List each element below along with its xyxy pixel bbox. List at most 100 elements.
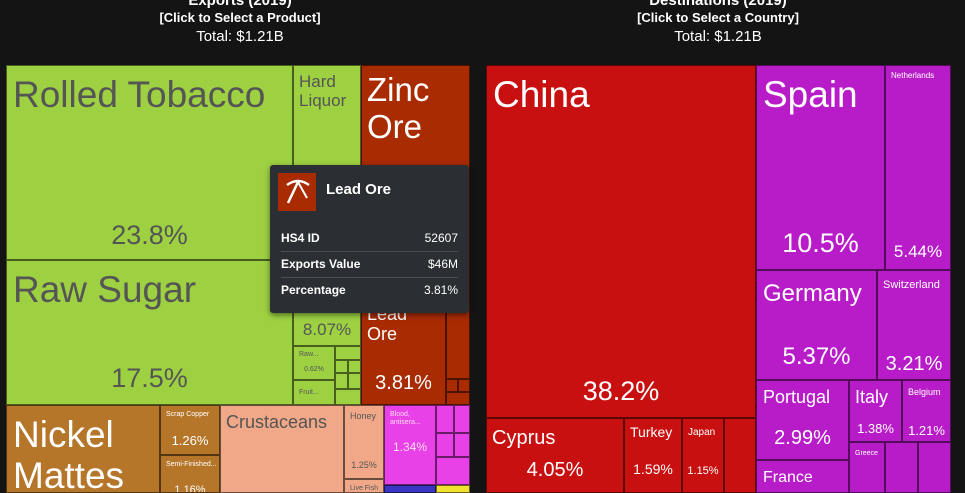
cell-label: Switzerland [883, 279, 940, 291]
cell-pct: 2.99% [774, 427, 831, 449]
cell-europe-small[interactable] [885, 442, 918, 493]
cell-label: Cyprus [492, 427, 556, 449]
cell-semi-finished[interactable]: Semi-Finished... 1.16% [160, 455, 220, 493]
cell-label: Fruit... [299, 389, 319, 396]
cell-pct: 23.8% [111, 220, 188, 250]
exports-total: Total: $1.21B [196, 28, 284, 45]
tooltip: Lead Ore HS4 ID 52607 Exports Value $46M… [270, 165, 469, 313]
cell-pct: 17.5% [111, 363, 188, 393]
cell-asia-small[interactable] [724, 418, 756, 493]
cell-label: Rolled Tobacco [13, 74, 266, 115]
cell-europe-small[interactable] [918, 442, 951, 493]
cell-pct: 5.44% [893, 242, 943, 261]
cell-pct: 3.21% [885, 353, 943, 375]
cell-green-tiny[interactable] [348, 373, 361, 389]
cell-label: Portugal [763, 387, 831, 407]
cell-scrap-copper[interactable]: Scrap Copper 1.26% [160, 405, 220, 455]
cell-label: Nickel Mattes [13, 414, 125, 493]
cell-italy[interactable]: Italy 1.38% [849, 380, 902, 442]
cell-pct: 1.38% [857, 421, 894, 436]
cell-pct: 1.25% [351, 460, 377, 470]
destinations-treemap: China 38.2% Cyprus 4.05% Turkey 1.59% Ja… [486, 65, 951, 493]
cell-france[interactable]: France [756, 460, 849, 493]
cell-chem-small[interactable] [454, 405, 470, 433]
cell-label: Honey [350, 411, 377, 421]
cell-raw-sugar[interactable]: Raw Sugar 17.5% [6, 260, 293, 405]
cell-pct: 1.15% [687, 465, 719, 477]
exports-title: Exports (2019) [188, 0, 292, 9]
cell-china[interactable]: China 38.2% [486, 65, 756, 418]
tooltip-value: 3.81% [423, 283, 458, 297]
cell-switzerland[interactable]: Switzerland 3.21% [877, 270, 951, 380]
cell-label: Zinc Ore [367, 71, 430, 145]
tooltip-row: Percentage 3.81% [281, 277, 458, 303]
cell-honey[interactable]: Honey 1.25% [344, 405, 384, 479]
tooltip-value: $46M [427, 257, 458, 271]
cell-label: China [493, 74, 590, 115]
cell-live-fish[interactable]: Live Fish [344, 479, 384, 493]
cell-nickel-mattes[interactable]: Nickel Mattes [6, 405, 160, 493]
cell-green-tiny[interactable] [335, 373, 348, 389]
cell-label: Semi-Finished... [166, 461, 217, 468]
cell-fruit-small[interactable]: Fruit... [293, 380, 335, 405]
cell-green-tiny[interactable] [348, 360, 361, 373]
cell-chem-small[interactable] [436, 405, 454, 433]
cell-portugal[interactable]: Portugal 2.99% [756, 380, 849, 460]
cell-pct: 38.2% [582, 376, 660, 406]
cell-label: Hard Liquor [299, 72, 347, 111]
destinations-title: Destinations (2019) [649, 0, 787, 9]
cell-chem-small[interactable] [454, 433, 470, 457]
cell-label: Netherlands [891, 71, 935, 80]
cell-pct: 0.62% [304, 366, 324, 373]
destinations-select-hint[interactable]: [Click to Select a Country] [637, 10, 799, 25]
cell-label: Raw... [299, 351, 319, 358]
cell-chem-small[interactable] [436, 433, 454, 457]
cell-belgium[interactable]: Belgium 1.21% [902, 380, 951, 442]
exports-select-hint[interactable]: [Click to Select a Product] [159, 10, 321, 25]
cell-pct: 8.07% [302, 320, 352, 339]
cell-germany[interactable]: Germany 5.37% [756, 270, 877, 380]
cell-pct: 1.26% [171, 433, 209, 448]
tooltip-row: HS4 ID 52607 [281, 225, 458, 252]
tooltip-value: 52607 [424, 231, 458, 245]
cell-mineral-tiny[interactable] [458, 379, 470, 392]
cell-raw-small[interactable]: Raw... 0.62% [293, 346, 335, 380]
cell-label: Belgium [908, 387, 941, 397]
tooltip-row: Exports Value $46M [281, 251, 458, 278]
cell-label: Live Fish [350, 485, 379, 492]
cell-pct: 1.16% [174, 484, 206, 493]
destinations-header: Destinations (2019) [Click to Select a C… [478, 0, 958, 47]
exports-treemap: Rolled Tobacco 23.8% Raw Sugar 17.5% Har… [6, 65, 470, 493]
destinations-total: Total: $1.21B [674, 28, 762, 45]
cell-cyprus[interactable]: Cyprus 4.05% [486, 418, 624, 493]
cell-rolled-tobacco[interactable]: Rolled Tobacco 23.8% [6, 65, 293, 260]
cell-label: Italy [855, 387, 889, 407]
cell-green-tiny[interactable] [335, 389, 361, 405]
tooltip-key: HS4 ID [281, 231, 320, 245]
cell-pct: 1.34% [392, 440, 428, 454]
pickaxe-icon [278, 173, 316, 211]
cell-misc-small[interactable] [436, 485, 470, 493]
cell-spain[interactable]: Spain 10.5% [756, 65, 885, 270]
cell-label: Turkey [630, 424, 673, 440]
cell-machinery-small[interactable] [384, 485, 436, 493]
tooltip-key: Exports Value [281, 257, 361, 271]
cell-pct: 1.59% [633, 461, 673, 477]
cell-turkey[interactable]: Turkey 1.59% [624, 418, 682, 493]
cell-japan[interactable]: Japan 1.15% [682, 418, 724, 493]
cell-netherlands[interactable]: Netherlands 5.44% [885, 65, 951, 270]
cell-mineral-tiny[interactable] [446, 392, 470, 405]
cell-label: Spain [763, 74, 858, 115]
cell-pct: 4.05% [526, 459, 584, 481]
cell-label: Raw Sugar [13, 269, 197, 310]
cell-label: Germany [763, 280, 862, 307]
cell-crustaceans[interactable]: Crustaceans [220, 405, 344, 493]
tooltip-key: Percentage [281, 283, 346, 297]
cell-green-tiny[interactable] [335, 346, 361, 360]
cell-pct: 10.5% [782, 228, 859, 258]
cell-greece[interactable]: Greece [849, 442, 885, 493]
cell-green-tiny[interactable] [335, 360, 348, 373]
cell-mineral-tiny[interactable] [446, 379, 458, 392]
cell-blood-antisera[interactable]: Blood, antisera... 1.34% [384, 405, 436, 485]
cell-chem-small[interactable] [436, 457, 470, 485]
